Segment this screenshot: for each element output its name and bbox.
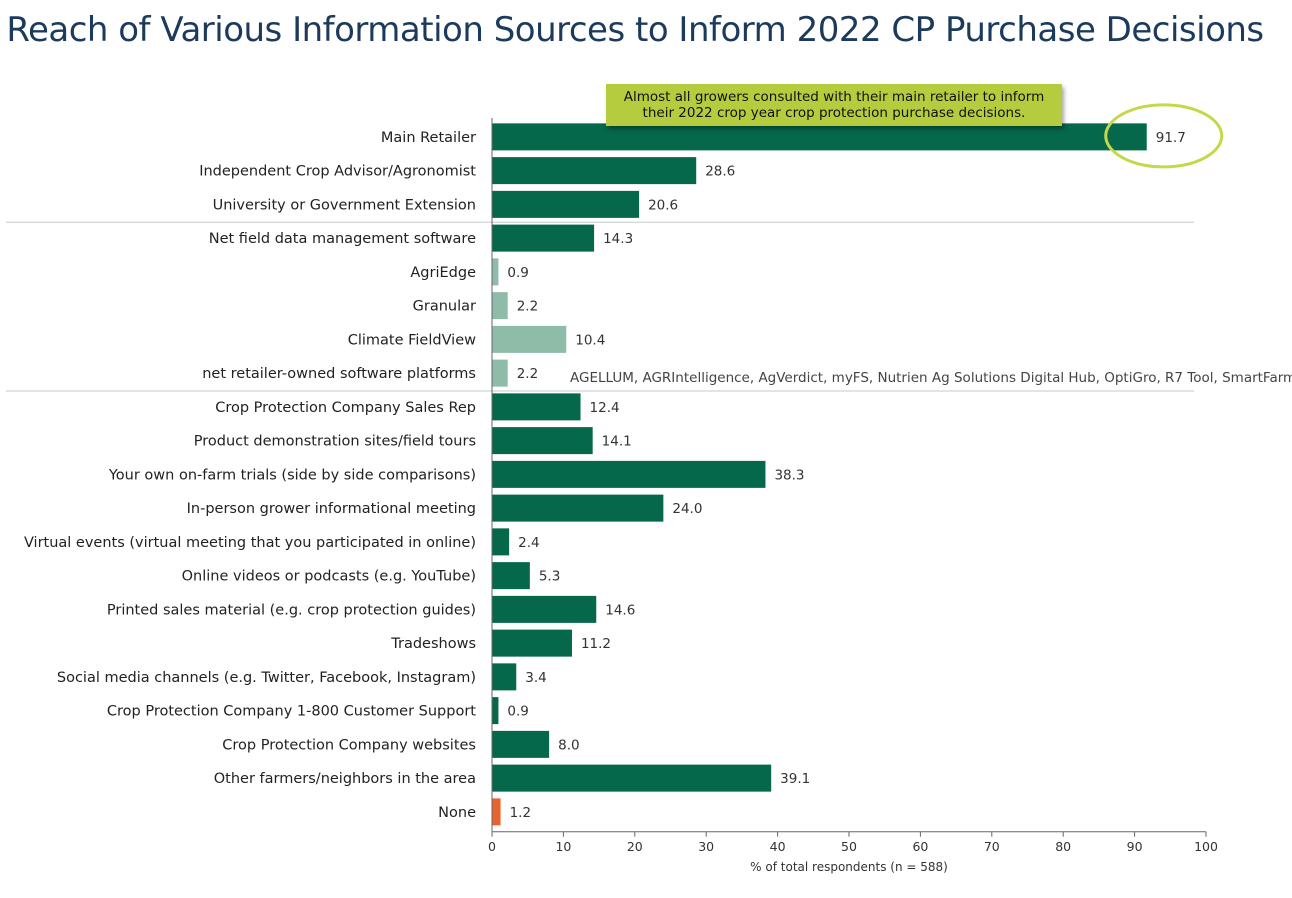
group-separators	[6, 221, 1194, 392]
category-label-4: AgriEdge	[410, 265, 476, 281]
category-label-1: Independent Crop Advisor/Agronomist	[199, 164, 476, 180]
x-tick-label-4: 40	[770, 839, 786, 854]
category-label-18: Crop Protection Company websites	[222, 737, 476, 753]
value-label-5: 2.2	[517, 299, 538, 315]
bar-18	[492, 730, 550, 758]
bar-1	[492, 157, 697, 185]
category-label-15: Tradeshows	[390, 636, 476, 652]
category-labels: Main Retailer Independent Crop Advisor/Ag…	[24, 130, 476, 821]
category-label-12: Virtual events (virtual meeting that you…	[24, 535, 476, 551]
x-tick-label-5: 50	[841, 839, 857, 854]
value-label-7: 2.2	[517, 366, 538, 382]
value-label-10: 38.3	[774, 467, 804, 483]
callout-line-2: their 2022 crop year crop protection pur…	[642, 105, 1026, 121]
value-label-17: 0.9	[507, 704, 528, 720]
x-tick-label-0: 0	[488, 839, 496, 854]
category-label-6: Climate FieldView	[348, 332, 476, 348]
value-label-19: 39.1	[780, 771, 810, 787]
bar-4	[492, 258, 499, 286]
bar-9	[492, 427, 593, 455]
bar-7	[492, 359, 508, 387]
category-label-9: Product demonstration sites/field tours	[194, 434, 476, 450]
bar-19	[492, 764, 772, 792]
bar-10	[492, 460, 766, 488]
value-label-13: 5.3	[539, 569, 560, 585]
value-label-3: 14.3	[603, 231, 633, 247]
category-label-19: Other farmers/neighbors in the area	[214, 771, 476, 787]
bar-14	[492, 595, 597, 623]
bar-12	[492, 528, 510, 556]
highlight-ellipse	[1104, 103, 1224, 169]
bar-2	[492, 190, 640, 218]
category-label-14: Printed sales material (e.g. crop protec…	[107, 602, 476, 618]
value-label-9: 14.1	[602, 434, 632, 450]
value-label-2: 20.6	[648, 197, 678, 213]
category-label-13: Online videos or podcasts (e.g. YouTube)	[182, 569, 476, 585]
x-tick-label-3: 30	[698, 839, 714, 854]
value-label-18: 8.0	[558, 737, 579, 753]
callout-box: Almost all growers consulted with their …	[606, 84, 1062, 126]
value-label-6: 10.4	[575, 332, 605, 348]
x-tick-label-10: 100	[1194, 839, 1218, 854]
chart-title: Reach of Various Information Sources to …	[6, 10, 1264, 50]
value-label-0: 91.7	[1156, 130, 1186, 146]
category-label-10: Your own on-farm trials (side by side co…	[108, 467, 476, 483]
bar-13	[492, 562, 530, 590]
x-tick-label-7: 70	[984, 839, 1000, 854]
value-label-16: 3.4	[525, 670, 546, 686]
callout-line-1: Almost all growers consulted with their …	[623, 89, 1045, 105]
category-label-7: net retailer-owned software platforms	[202, 366, 476, 382]
bar-3	[492, 224, 595, 252]
value-label-14: 14.6	[605, 602, 635, 618]
value-label-15: 11.2	[581, 636, 611, 652]
bar-8	[492, 393, 581, 421]
bar-20	[492, 798, 501, 826]
category-label-11: In-person grower informational meeting	[187, 501, 476, 517]
x-tick-label-9: 90	[1127, 839, 1143, 854]
category-label-20: None	[438, 805, 476, 821]
x-tick-label-6: 60	[912, 839, 928, 854]
bar-0	[492, 123, 1147, 151]
category-label-0: Main Retailer	[381, 130, 476, 146]
platforms-note: AGELLUM, AGRIntelligence, AgVerdict, myF…	[570, 370, 1292, 386]
category-label-8: Crop Protection Company Sales Rep	[215, 400, 476, 416]
value-label-1: 28.6	[705, 164, 735, 180]
x-tick-label-8: 80	[1055, 839, 1071, 854]
bar-15	[492, 629, 572, 657]
bars	[492, 123, 1147, 826]
bar-16	[492, 663, 517, 691]
bar-6	[492, 325, 567, 353]
x-tick-label-1: 10	[555, 839, 571, 854]
category-label-17: Crop Protection Company 1-800 Customer S…	[107, 704, 476, 720]
bar-17	[492, 697, 499, 725]
x-tick-label-2: 20	[627, 839, 643, 854]
bar-11	[492, 494, 664, 522]
value-label-8: 12.4	[590, 400, 620, 416]
bar-5	[492, 292, 508, 320]
category-label-3: Net field data management software	[209, 231, 476, 247]
value-labels: 91.7 28.6 20.6 14.3 0.9 2.2 10.4 2.2 12.4 14.1 38.…	[507, 130, 1185, 821]
category-label-16: Social media channels (e.g. Twitter, Fac…	[57, 670, 476, 686]
category-label-2: University or Government Extension	[213, 197, 476, 213]
value-label-12: 2.4	[518, 535, 539, 551]
x-axis-title: % of total respondents (n = 588)	[750, 860, 948, 874]
highlight-ring	[1104, 103, 1224, 169]
category-label-5: Granular	[413, 299, 476, 315]
value-label-11: 24.0	[672, 501, 702, 517]
value-label-4: 0.9	[507, 265, 528, 281]
axes: 0 10 20 30 40 50 60 70 80 90 100	[488, 118, 1218, 854]
value-label-20: 1.2	[510, 805, 531, 821]
